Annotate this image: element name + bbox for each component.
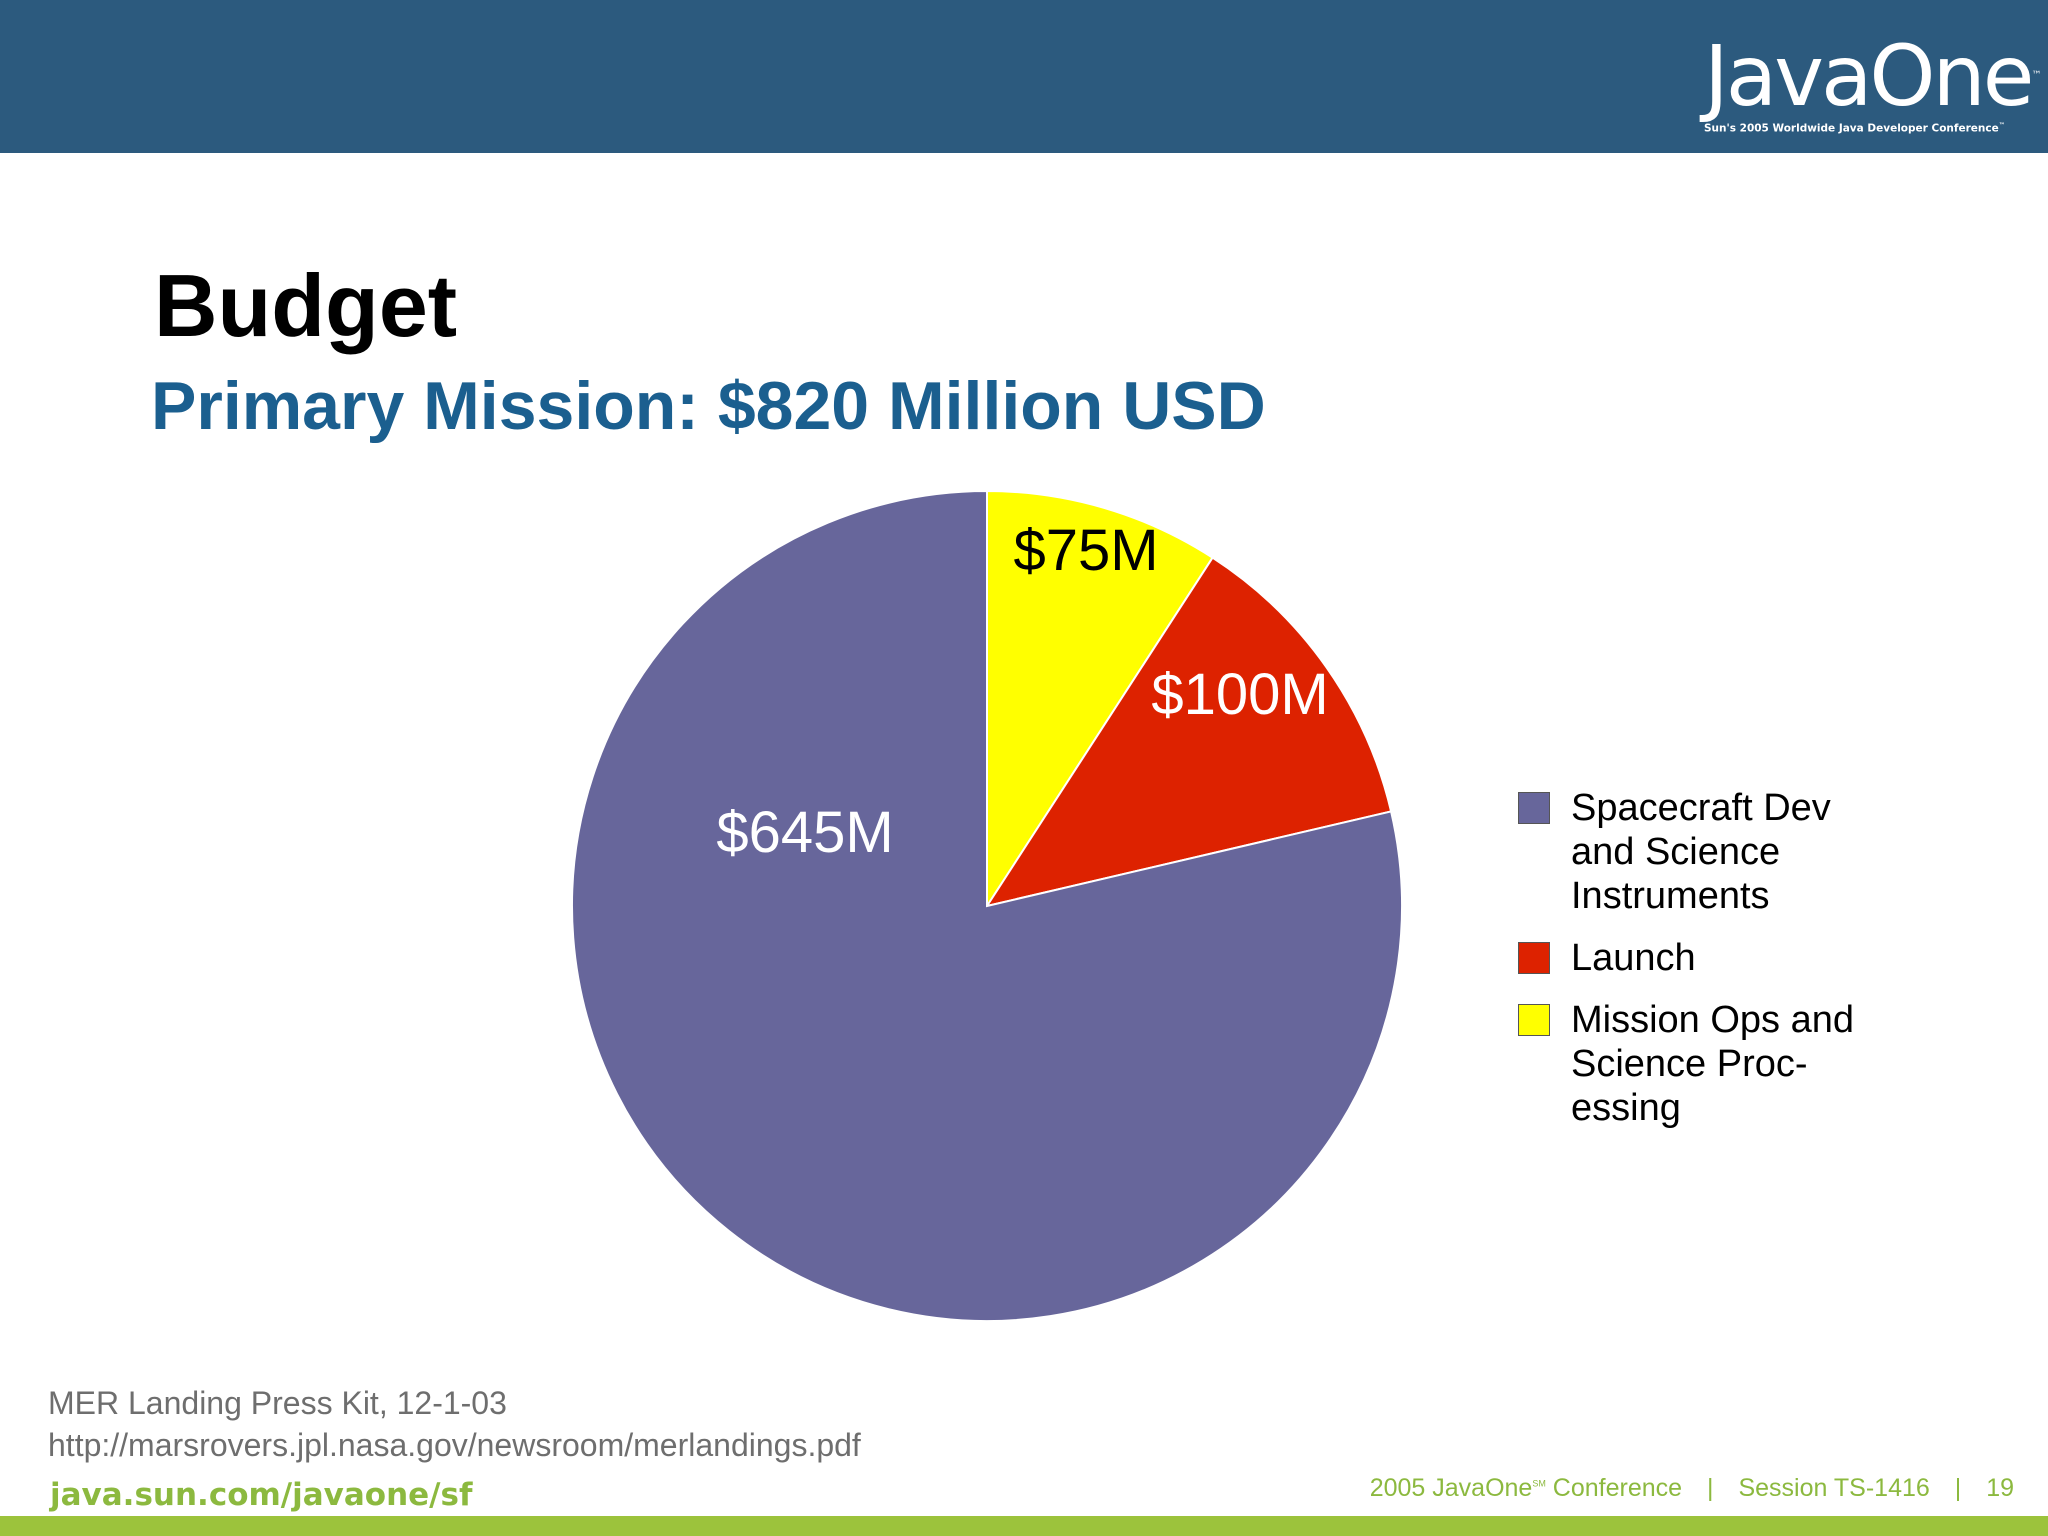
legend-swatch-spacecraft — [1518, 792, 1550, 824]
legend-label-spacecraft-line2: and Science — [1571, 831, 1781, 873]
legend-label-mission-ops-line3: essing — [1571, 1087, 1681, 1129]
footer-band — [0, 1516, 2048, 1536]
legend-swatch-mission-ops — [1518, 1004, 1550, 1036]
pie-label-75m: $75M — [1013, 518, 1158, 583]
footer-service-mark: SM — [1532, 1478, 1546, 1489]
footer-separator-1: | — [1707, 1474, 1714, 1502]
footer-conference-prefix: 2005 JavaOne — [1369, 1474, 1533, 1502]
footer-meta: 2005 JavaOneSM Conference | Session TS-1… — [1370, 1476, 2014, 1501]
legend-label-launch: Launch — [1571, 937, 1696, 979]
legend-label-mission-ops-line2: Science Proc- — [1571, 1043, 1808, 1085]
slide-subtitle: Primary Mission: $820 Million USD — [151, 368, 1266, 444]
legend-item-mission-ops: Mission Ops and Science Proc- essing — [1518, 998, 1958, 1130]
pie-slice-100m — [984, 556, 1393, 908]
logo-wordmark: JavaOne — [1704, 27, 2034, 125]
source-url[interactable]: http://marsrovers.jpl.nasa.gov/newsroom/… — [48, 1427, 861, 1463]
legend-label-mission-ops-line1: Mission Ops and — [1571, 999, 1855, 1041]
javaone-logo: JavaOne™ Sun's 2005 Worldwide Java Devel… — [1704, 27, 2042, 135]
legend-swatch-launch — [1518, 942, 1550, 974]
slide-title: Budget — [154, 256, 458, 355]
pie-slice-75m — [986, 489, 1214, 910]
footer-url-link[interactable]: java.sun.com/javaone/sf — [50, 1477, 473, 1513]
pie-label-100m: $100M — [1151, 662, 1328, 727]
logo-tagline: Sun's 2005 Worldwide Java Developer Conf… — [1704, 122, 1999, 135]
footer-conference-suffix: Conference — [1545, 1474, 1683, 1502]
legend-label-spacecraft-line3: Instruments — [1571, 875, 1770, 917]
chart-legend: Spacecraft Dev and Science Instruments L… — [1518, 786, 1958, 1148]
header-band — [0, 0, 2048, 153]
footer-separator-2: | — [1954, 1474, 1962, 1502]
legend-item-launch: Launch — [1518, 936, 1958, 980]
legend-item-spacecraft: Spacecraft Dev and Science Instruments — [1518, 786, 1958, 918]
footer-session: Session TS-1416 — [1738, 1474, 1930, 1502]
legend-label-spacecraft-line1: Spacecraft Dev — [1571, 787, 1831, 829]
pie-slice-645m — [571, 489, 1403, 1322]
footer-page-number: 19 — [1986, 1474, 2014, 1502]
pie-label-645m: $645M — [716, 800, 893, 865]
source-title: MER Landing Press Kit, 12-1-03 — [48, 1385, 507, 1421]
source-citation: MER Landing Press Kit, 12-1-03 http://ma… — [48, 1382, 861, 1466]
